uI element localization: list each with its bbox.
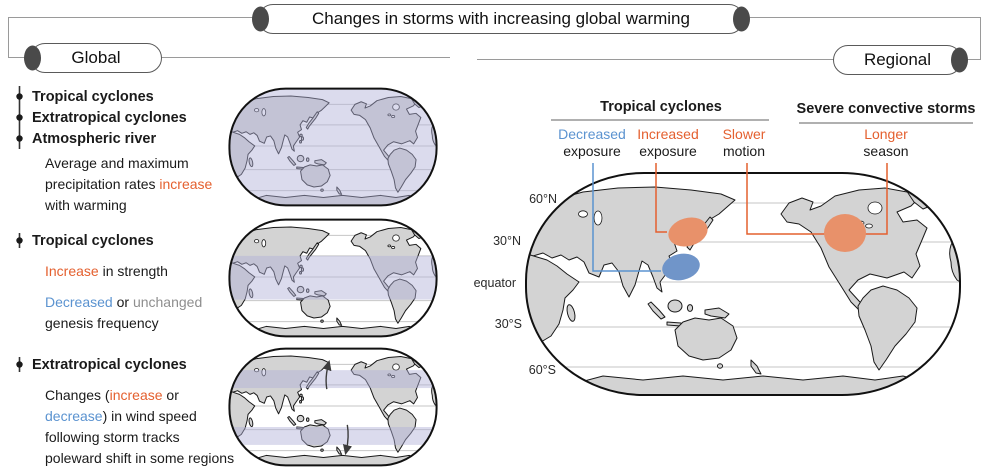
legend-word: Increased [637, 126, 699, 142]
latitude-label-equator: equator [473, 276, 516, 290]
connector-line [8, 17, 10, 58]
connector-line [8, 57, 32, 59]
regional-pill-cap [951, 47, 968, 73]
group-underline [551, 119, 769, 121]
latitude-label-60n: 60°N [529, 192, 557, 206]
title-left-cap [252, 6, 269, 32]
title-right-cap [733, 6, 750, 32]
bullet-row: Extratropical cyclones [14, 354, 240, 375]
latitude-label-60s: 60°S [528, 363, 556, 377]
regional-section-pill: Regional [833, 45, 968, 75]
global-section-label: Global [71, 48, 121, 67]
latitude-label-30s: 30°S [494, 317, 522, 331]
regional-group-title-severe-convective-storms: Severe convective storms [796, 101, 976, 117]
bullet-row: Tropical cyclones [14, 86, 240, 107]
finding-text: Decreased or unchanged genesis frequency [45, 294, 203, 331]
connector-line [958, 59, 981, 61]
bullet-label: Extratropical cyclones [32, 356, 187, 373]
global-block-precipitation: Tropical cyclones Extratropical cyclones… [14, 86, 240, 216]
legend-rest: exposure [639, 143, 697, 159]
south-midlat-band [229, 427, 437, 445]
connector-line [8, 17, 258, 19]
connector-line [160, 57, 450, 59]
bullet-row: Atmospheric river [14, 128, 240, 149]
global-highlight-band [229, 88, 437, 206]
tropics-highlight-band [229, 255, 437, 300]
legend-longer-season: Longer season [844, 126, 928, 160]
global-block-extratropical-cyclones: Extratropical cyclones Changes (increase… [14, 354, 240, 469]
storm-pin-icon [16, 86, 23, 107]
global-map-tc-strength [228, 218, 438, 338]
storm-pin-icon [16, 357, 23, 372]
legend-rest: exposure [563, 143, 621, 159]
storm-pin-icon [16, 233, 23, 248]
storm-pin-icon [16, 107, 23, 128]
bullet-label: Tropical cyclones [32, 232, 154, 249]
storm-pin-icon [16, 128, 23, 149]
legend-decreased-exposure: Decreased exposure [550, 126, 634, 160]
poleward-shift-arrow-north [325, 362, 330, 389]
global-block-tropical-cyclones: Tropical cyclones Increase in strength D… [14, 230, 240, 334]
bullet-row: Extratropical cyclones [14, 107, 240, 128]
bullet-label: Extratropical cyclones [32, 109, 187, 126]
global-section-pill: Global [24, 43, 162, 73]
figure-title-pill: Changes in storms with increasing global… [252, 4, 750, 34]
legend-word: Decreased [558, 126, 626, 142]
legend-increased-exposure: Increased exposure [626, 126, 710, 160]
legend-word: Slower [722, 126, 766, 142]
global-map-etc-tracks [228, 347, 438, 467]
connector-line [477, 59, 835, 61]
bullet-label: Tropical cyclones [32, 88, 154, 105]
finding-text: Increase in strength [45, 263, 168, 279]
figure-title: Changes in storms with increasing global… [312, 9, 690, 28]
regional-group-title-tropical-cyclones: Tropical cyclones [600, 99, 722, 115]
latitude-label-30n: 30°N [493, 234, 521, 248]
legend-rest: motion [722, 143, 766, 159]
legend-slower-motion: Slower motion [702, 126, 786, 160]
bullet-row: Tropical cyclones [14, 230, 240, 251]
bullet-label: Atmospheric river [32, 130, 157, 147]
regional-section-label: Regional [863, 50, 932, 69]
legend-word: Longer [864, 126, 908, 142]
finding-text: Changes (increase or decrease) in wind s… [45, 387, 235, 466]
connector-line [742, 17, 981, 19]
connector-line [980, 17, 982, 60]
group-underline [799, 122, 973, 124]
regional-world-map [523, 170, 963, 398]
global-map-precipitation [228, 87, 438, 207]
poleward-shift-arrow-south [344, 425, 350, 453]
north-midlat-band [229, 370, 437, 389]
global-pill-cap [24, 45, 41, 71]
legend-rest: season [863, 143, 909, 159]
finding-text: Average and maximum precipitation rates … [45, 155, 213, 213]
